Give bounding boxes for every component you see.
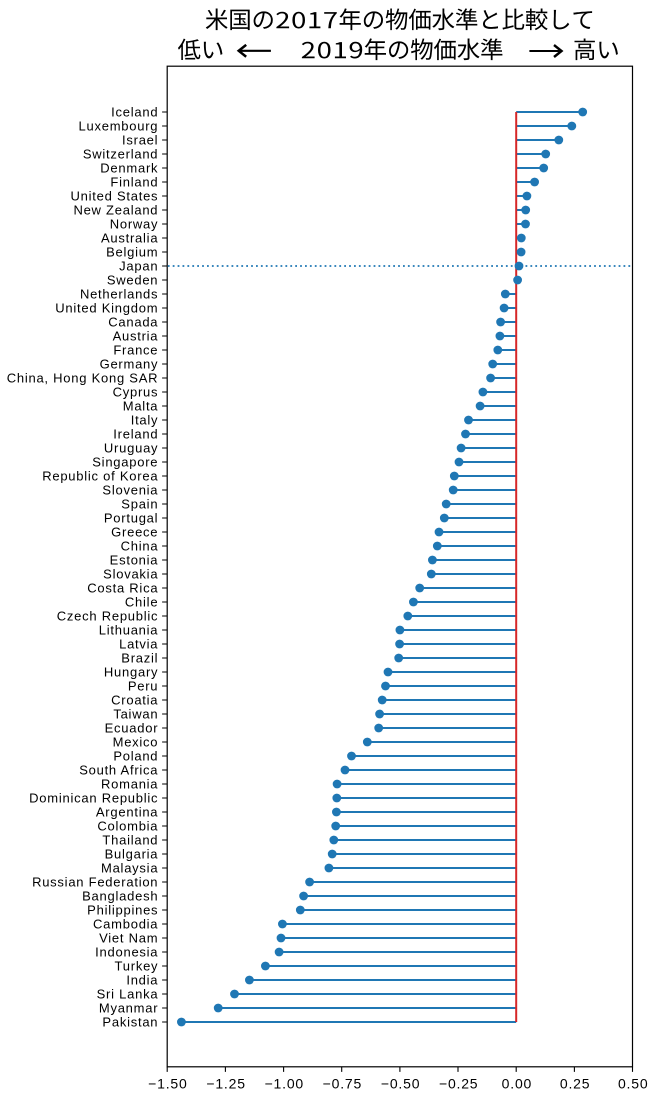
svg-text:Argentina: Argentina [96, 805, 158, 820]
svg-text:Spain: Spain [121, 497, 158, 512]
svg-text:Bulgaria: Bulgaria [105, 847, 159, 862]
svg-text:Uruguay: Uruguay [104, 441, 158, 456]
svg-text:Belgium: Belgium [106, 245, 158, 260]
svg-text:Lithuania: Lithuania [99, 623, 159, 638]
svg-text:Myanmar: Myanmar [99, 1001, 158, 1016]
svg-text:France: France [113, 343, 158, 358]
svg-text:China: China [121, 539, 159, 554]
svg-text:Estonia: Estonia [110, 553, 159, 568]
svg-text:Slovenia: Slovenia [102, 483, 158, 498]
svg-text:Australia: Australia [101, 231, 158, 246]
svg-text:Czech Republic: Czech Republic [57, 609, 159, 624]
svg-text:Singapore: Singapore [92, 455, 158, 470]
svg-text:Indonesia: Indonesia [95, 945, 158, 960]
svg-text:Netherlands: Netherlands [80, 287, 158, 302]
svg-text:−1.25: −1.25 [206, 1076, 245, 1092]
svg-text:Sri Lanka: Sri Lanka [97, 987, 159, 1002]
svg-text:Dominican Republic: Dominican Republic [29, 791, 158, 806]
svg-text:India: India [126, 973, 158, 988]
svg-text:United States: United States [71, 189, 159, 204]
svg-text:Cyprus: Cyprus [113, 385, 159, 400]
svg-text:Brazil: Brazil [121, 651, 158, 666]
svg-text:Norway: Norway [110, 217, 159, 232]
svg-text:0.00: 0.00 [502, 1076, 532, 1092]
svg-text:Germany: Germany [100, 357, 159, 372]
svg-text:Israel: Israel [122, 133, 158, 148]
svg-text:Turkey: Turkey [115, 959, 159, 974]
svg-text:Mexico: Mexico [113, 735, 159, 750]
svg-text:Sweden: Sweden [107, 273, 158, 288]
svg-text:United Kingdom: United Kingdom [55, 301, 158, 316]
svg-text:Denmark: Denmark [100, 161, 158, 176]
svg-text:−0.50: −0.50 [381, 1076, 420, 1092]
svg-text:Ecuador: Ecuador [105, 721, 159, 736]
svg-text:Iceland: Iceland [111, 105, 158, 120]
svg-text:Viet Nam: Viet Nam [99, 931, 158, 946]
svg-text:Slovakia: Slovakia [103, 567, 158, 582]
svg-text:Switzerland: Switzerland [83, 147, 158, 162]
svg-text:Bangladesh: Bangladesh [82, 889, 158, 904]
svg-text:Hungary: Hungary [104, 665, 158, 680]
svg-text:−1.50: −1.50 [148, 1076, 187, 1092]
svg-text:China, Hong Kong SAR: China, Hong Kong SAR [7, 371, 159, 386]
svg-text:Poland: Poland [113, 749, 158, 764]
svg-text:Portugal: Portugal [104, 511, 158, 526]
svg-text:Cambodia: Cambodia [93, 917, 158, 932]
svg-text:Italy: Italy [131, 413, 159, 428]
svg-text:0.25: 0.25 [560, 1076, 590, 1092]
svg-text:Republic of Korea: Republic of Korea [42, 469, 158, 484]
svg-text:Croatia: Croatia [111, 693, 158, 708]
svg-text:Malaysia: Malaysia [101, 861, 158, 876]
svg-text:Luxembourg: Luxembourg [79, 119, 159, 134]
svg-text:0.50: 0.50 [618, 1076, 648, 1092]
svg-text:Romania: Romania [101, 777, 158, 792]
svg-text:Costa Rica: Costa Rica [87, 581, 158, 596]
svg-text:Latvia: Latvia [119, 637, 158, 652]
svg-text:Peru: Peru [128, 679, 158, 694]
svg-text:Philippines: Philippines [87, 903, 158, 918]
svg-text:Pakistan: Pakistan [102, 1015, 158, 1030]
svg-text:Colombia: Colombia [97, 819, 158, 834]
svg-text:South Africa: South Africa [79, 763, 158, 778]
svg-text:Chile: Chile [125, 595, 158, 610]
svg-text:Japan: Japan [119, 259, 158, 274]
svg-text:New Zealand: New Zealand [73, 203, 158, 218]
svg-text:Taiwan: Taiwan [113, 707, 158, 722]
svg-text:Malta: Malta [123, 399, 159, 414]
svg-text:Russian Federation: Russian Federation [32, 875, 158, 890]
svg-text:Thailand: Thailand [102, 833, 158, 848]
svg-text:Greece: Greece [111, 525, 158, 540]
svg-text:Canada: Canada [108, 315, 158, 330]
svg-text:Austria: Austria [113, 329, 159, 344]
svg-text:Ireland: Ireland [113, 427, 158, 442]
svg-text:−0.75: −0.75 [323, 1076, 362, 1092]
svg-text:Finland: Finland [110, 175, 158, 190]
svg-text:−0.25: −0.25 [439, 1076, 478, 1092]
svg-text:−1.00: −1.00 [265, 1076, 304, 1092]
